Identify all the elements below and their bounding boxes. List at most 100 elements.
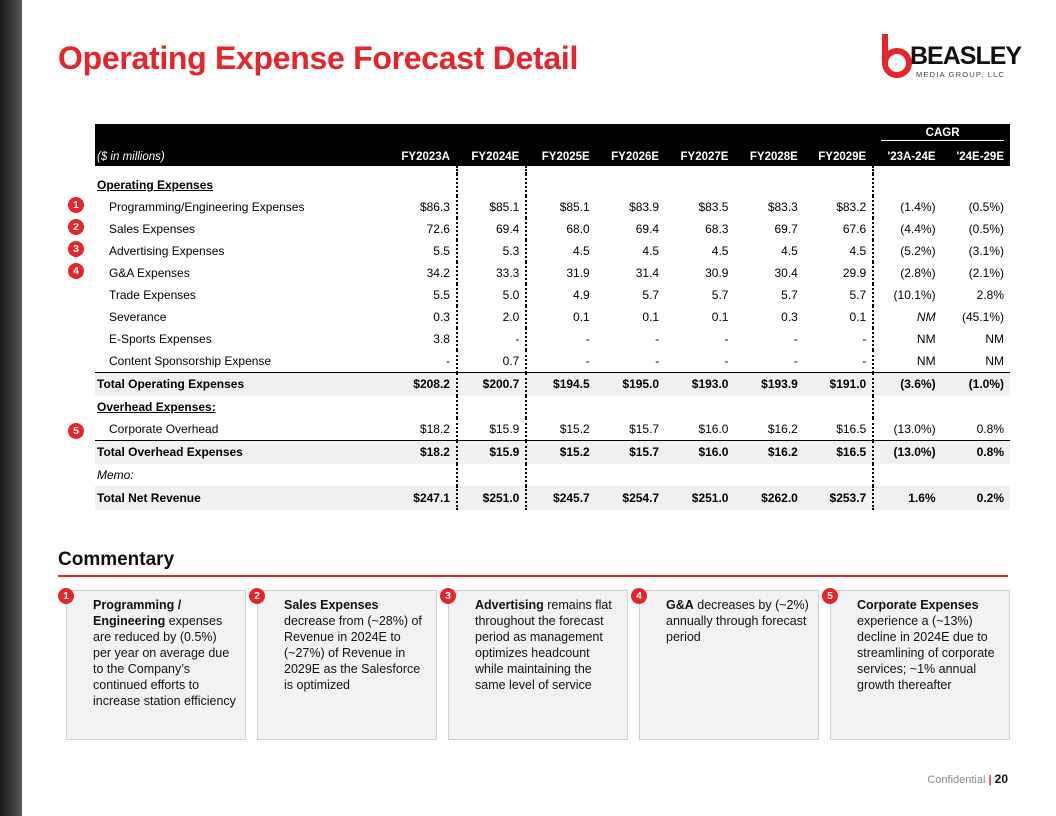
table-cell: 0.1 xyxy=(573,310,590,324)
row-label: Advertising Expenses xyxy=(109,244,225,258)
table-cell: (3.6%) xyxy=(873,371,942,396)
table-cell: NM xyxy=(916,332,936,346)
row-label: Content Sponsorship Expense xyxy=(109,353,272,368)
table-cell: 0.8% xyxy=(941,439,1010,464)
marker-2: 2 xyxy=(68,219,84,235)
table-row: Content Sponsorship Expense -0.7- - - - - NM NM xyxy=(95,350,1010,372)
card-text: expenses are reduced by (0.5%) per year … xyxy=(93,614,236,708)
table-cell: 0.3 xyxy=(392,306,458,328)
table-cell: $245.7 xyxy=(526,486,596,510)
col-header: FY2028E xyxy=(734,144,804,166)
card-marker: 4 xyxy=(631,588,647,604)
card-marker: 5 xyxy=(822,588,838,604)
card-heading: Corporate Expenses xyxy=(857,598,979,612)
table-cell: $16.0 xyxy=(698,421,729,436)
section-header-operating: Operating Expenses xyxy=(95,174,1010,196)
commentary-card: 1 Programming / Engineering expenses are … xyxy=(58,588,246,740)
table-cell: 30.9 xyxy=(705,266,729,280)
table-cell: - xyxy=(803,328,875,350)
table-cell: $200.7 xyxy=(456,371,528,396)
table-cell: $15.7 xyxy=(629,421,660,436)
card-marker: 3 xyxy=(440,588,456,604)
table-cell: (0.5%) xyxy=(968,222,1004,236)
table-cell: 5.5 xyxy=(392,284,458,306)
side-strip xyxy=(0,0,22,816)
table-cell: $15.2 xyxy=(526,439,596,464)
table-cell: 0.1 xyxy=(711,310,729,324)
table-cell: $15.2 xyxy=(559,421,590,436)
table-cell: 34.2 xyxy=(392,262,458,284)
table-cell: 4.9 xyxy=(573,288,590,302)
commentary-card: 4 G&A decreases by (~2%) annually through… xyxy=(631,588,819,740)
total-overhead-row: Total Overhead Expenses $18.2 $15.9 $15.2 $1… xyxy=(95,439,1010,464)
table-cell: $16.2 xyxy=(767,421,798,436)
section-header-overhead: Overhead Expenses: xyxy=(95,396,1010,418)
table-cell: 30.4 xyxy=(774,266,798,280)
commentary-card: 3 Advertising remains flat throughout the… xyxy=(440,588,628,740)
cagr-header: CAGR xyxy=(881,127,1004,141)
table-row: G&A Expenses 34.2 33.3 31.9 31.4 30.9 30.4 29.9… xyxy=(95,262,1010,284)
column-header-row: ($ in millions) FY2023A FY2024E FY2025E … xyxy=(95,144,1010,166)
table-cell: 67.6 xyxy=(803,218,875,240)
col-header: FY2024E xyxy=(456,144,528,166)
table-cell: 0.7 xyxy=(456,350,528,372)
table-cell: - xyxy=(724,332,729,346)
table-cell: $83.3 xyxy=(767,200,798,214)
table-cell: 0.8% xyxy=(976,421,1004,436)
table-cell: 29.9 xyxy=(803,262,875,284)
table-cell: 4.5 xyxy=(573,244,590,258)
footer: Confidential | 20 xyxy=(927,772,1008,786)
col-header: FY2029E xyxy=(803,144,875,166)
row-label: Corporate Overhead xyxy=(109,421,219,436)
row-label: Total Operating Expenses xyxy=(95,371,393,396)
card-marker: 2 xyxy=(249,588,265,604)
table-cell: - xyxy=(655,332,660,346)
beasley-logo: BEASLEY MEDIA GROUP, LLC xyxy=(880,34,1022,84)
row-label: Severance xyxy=(109,310,167,324)
table-cell: NM xyxy=(985,353,1004,368)
total-revenue-row: Total Net Revenue $247.1 $251.0 $245.7 $254.… xyxy=(95,486,1010,510)
table-cell: (5.2%) xyxy=(900,244,936,258)
col-header: FY2023A xyxy=(392,144,458,166)
table-cell: 5.7 xyxy=(711,288,729,302)
table-cell: 31.4 xyxy=(635,266,660,280)
table-cell: (45.1%) xyxy=(961,310,1004,324)
table-cell: $83.5 xyxy=(698,200,729,214)
table-cell: 72.6 xyxy=(392,218,458,240)
table-cell: 5.7 xyxy=(642,288,660,302)
card-text: experience a (~13%) decline in 2024E due… xyxy=(857,614,995,692)
table-cell: (1.0%) xyxy=(941,371,1010,396)
table-cell: NM xyxy=(985,332,1004,346)
table-cell: (13.0%) xyxy=(873,439,942,464)
table-cell: 5.7 xyxy=(781,288,798,302)
table-cell: $16.5 xyxy=(803,418,875,440)
commentary-card: 2 Sales Expenses decrease from (~28%) of … xyxy=(249,588,437,740)
table-cell: - xyxy=(585,332,590,346)
col-header: FY2025E xyxy=(526,144,596,166)
row-label: E-Sports Expenses xyxy=(109,332,212,346)
table-cell: NM xyxy=(916,353,936,368)
table-cell: $83.2 xyxy=(803,196,875,218)
commentary-title: Commentary xyxy=(58,549,175,570)
confidential-label: Confidential xyxy=(927,774,986,786)
commentary-rule xyxy=(58,575,1008,577)
table-cell: 5.5 xyxy=(392,240,458,262)
table-cell: $86.3 xyxy=(392,196,458,218)
row-label: Trade Expenses xyxy=(109,288,196,302)
table-cell: $208.2 xyxy=(392,371,458,396)
opex-table: CAGR ($ in millions) FY2023A FY2024E FY2… xyxy=(95,124,1010,510)
table-cell: $16.5 xyxy=(803,439,875,464)
table-cell: (2.8%) xyxy=(900,266,936,280)
table-row: Advertising Expenses 5.5 5.3 4.5 4.5 4.5 4.5 4.… xyxy=(95,240,1010,262)
table-cell: 68.3 xyxy=(705,222,729,236)
logo-b-icon xyxy=(882,34,912,78)
table-cell: $16.2 xyxy=(734,439,804,464)
table-cell: - xyxy=(655,353,660,368)
row-label: Memo: xyxy=(97,468,134,482)
table-cell: $15.9 xyxy=(456,439,528,464)
table-cell: $18.2 xyxy=(392,418,458,440)
row-label: G&A Expenses xyxy=(109,266,190,280)
page-title: Operating Expense Forecast Detail xyxy=(58,40,579,76)
table-row: Corporate Overhead $18.2 $15.9 $15.2 $15.7 $1… xyxy=(95,418,1010,440)
col-header: FY2027E xyxy=(665,144,735,166)
